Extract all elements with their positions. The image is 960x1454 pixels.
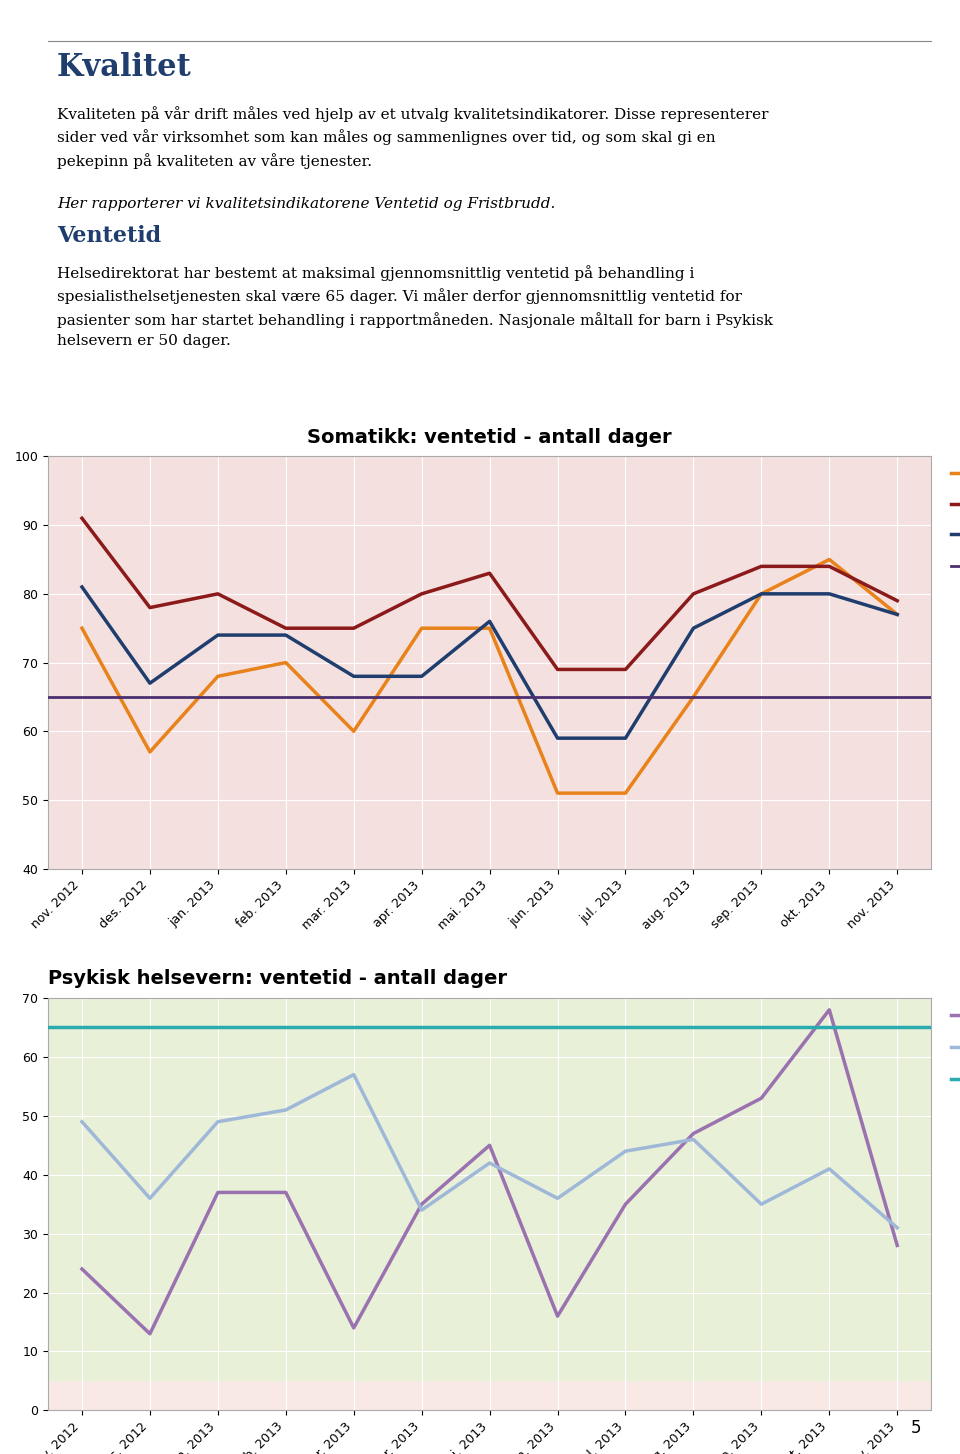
Bar [48,1381,931,1410]
Text: Ventetid: Ventetid [57,225,161,247]
Text: Helsedirektorat har bestemt at maksimal gjennomsnittlig ventetid på behandling i: Helsedirektorat har bestemt at maksimal … [57,265,773,349]
Title: Somatikk: ventetid - antall dager: Somatikk: ventetid - antall dager [307,427,672,446]
Text: Psykisk helsevern: ventetid - antall dager: Psykisk helsevern: ventetid - antall dag… [48,970,507,989]
Legend: Klinikk Kirkenes, Klinikk Hammerfest, Helse Finnmark totalt, Nasjonalt mål: Klinikk Kirkenes, Klinikk Hammerfest, He… [947,462,960,579]
Legend: Rus, Psykisk helsevern  Voksne, Nasjonalt mål voksne: Rus, Psykisk helsevern Voksne, Nasjonalt… [947,1005,960,1092]
Text: Kvalitet: Kvalitet [57,52,192,83]
Text: Her rapporterer vi kvalitetsindikatorene Ventetid og Fristbrudd.: Her rapporterer vi kvalitetsindikatorene… [57,196,555,211]
Text: 5: 5 [911,1419,922,1437]
Text: Kvaliteten på vår drift måles ved hjelp av et utvalg kvalitetsindikatorer. Disse: Kvaliteten på vår drift måles ved hjelp … [57,106,768,169]
